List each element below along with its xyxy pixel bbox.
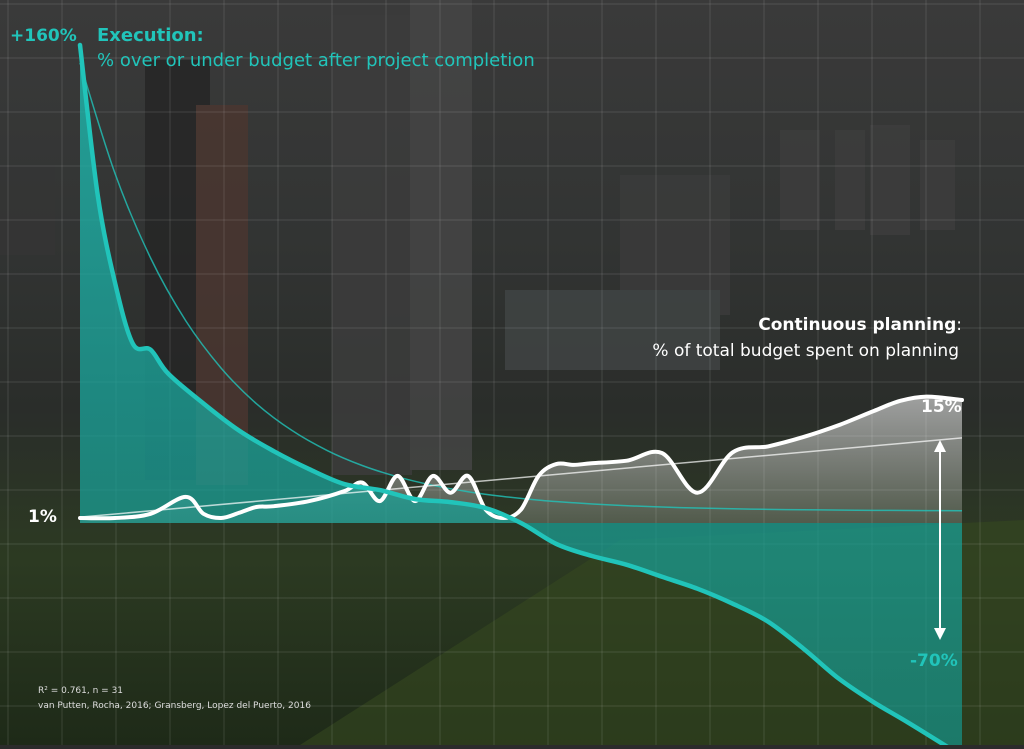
y-top-label: +160% — [10, 26, 77, 46]
planning-title-line: Continuous planning: — [758, 315, 962, 335]
execution-end-label: -70% — [910, 651, 958, 671]
execution-series-line — [77, 42, 956, 749]
planning-end-label: 15% — [921, 397, 962, 417]
planning-series-line — [78, 394, 964, 521]
stat-note: R² = 0.761, n = 31 — [38, 686, 124, 696]
execution-title: Execution: — [97, 25, 204, 46]
marks — [77, 42, 964, 749]
execution-area — [80, 45, 962, 749]
execution-subtitle: % over or under budget after project com… — [97, 50, 535, 71]
range-arrow-head-up — [934, 440, 946, 452]
planning-title-colon: : — [956, 315, 962, 335]
range-arrow-head-down — [934, 628, 946, 640]
background-buildings — [196, 0, 955, 485]
planning-start-label: 1% — [28, 507, 57, 527]
execution-trend-line — [79, 62, 963, 512]
planning-area — [80, 396, 962, 523]
planning-trend-line — [79, 437, 963, 518]
planning-subtitle: % of total budget spent on planning — [652, 341, 959, 361]
source-note: van Putten, Rocha, 2016; Gransberg, Lope… — [38, 701, 311, 711]
planning-title: Continuous planning — [758, 315, 957, 335]
